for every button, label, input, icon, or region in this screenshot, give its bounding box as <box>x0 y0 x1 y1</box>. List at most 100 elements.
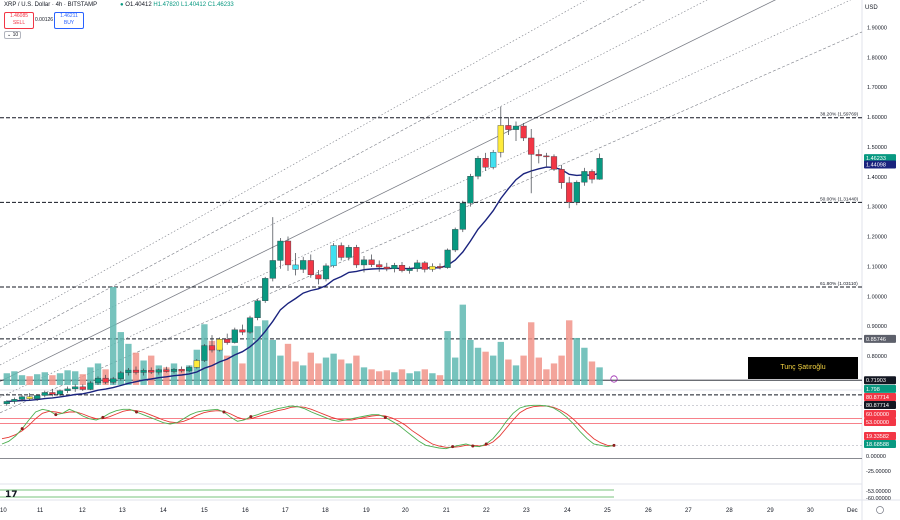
buy-label: BUY <box>63 20 75 26</box>
price-badge-label: 0.71903 <box>866 378 886 384</box>
volume-bar <box>186 365 193 385</box>
time-tick-label: 13 <box>119 508 126 514</box>
candle-body <box>315 274 322 280</box>
candle-body <box>307 260 314 275</box>
candle-body <box>467 176 474 204</box>
stoch-cross-marker <box>612 443 616 447</box>
author-watermark: Tunç Şatıroğlu <box>748 357 858 379</box>
volume-bar <box>269 339 276 385</box>
volume-bar <box>459 304 466 385</box>
candle-body <box>254 300 261 319</box>
candle-body <box>56 390 64 395</box>
time-tick-label: 19 <box>363 508 370 514</box>
candle-body <box>231 329 238 343</box>
stoch-axis-badge-label: 80.87714 <box>866 403 889 409</box>
interval-toggle[interactable]: ⌄ 10 <box>4 31 22 39</box>
candle-body <box>277 240 284 261</box>
time-tick-label: 17 <box>282 508 289 514</box>
time-tick-label: 14 <box>160 508 167 514</box>
stoch-axis-badge <box>864 432 896 440</box>
stoch-cross-marker <box>451 445 455 449</box>
candle-body <box>391 265 398 270</box>
volume-bar <box>391 372 398 385</box>
stoch-axis-badge <box>864 418 896 426</box>
candle-body <box>543 155 550 158</box>
volume-bar <box>444 331 451 385</box>
candle-body <box>140 370 147 373</box>
stoch-cross-marker <box>249 415 253 419</box>
volume-bar <box>360 367 368 385</box>
price-tick-label: 1.40000 <box>867 175 887 181</box>
candle-body <box>87 382 94 390</box>
candle-body <box>535 154 542 157</box>
candle-body <box>398 265 406 271</box>
volume-bar <box>41 372 48 385</box>
time-tick-label: 30 <box>807 508 814 514</box>
candle-body <box>102 377 109 383</box>
time-tick-label: 24 <box>564 508 571 514</box>
tradingview-logo-icon[interactable]: 𝟭𝟳 <box>5 489 18 499</box>
volume-bar <box>110 287 117 385</box>
candle-body <box>163 369 170 372</box>
volume-bar <box>231 345 238 385</box>
price-badge-label: 1.44098 <box>866 163 886 169</box>
price-tick-label: 1.20000 <box>867 235 887 241</box>
volume-bar <box>368 369 375 385</box>
settings-gear-icon <box>876 506 884 514</box>
candle-body <box>11 399 18 402</box>
buy-button[interactable]: 1.46211 BUY <box>54 12 84 29</box>
price-badge <box>864 160 896 169</box>
volume-bar <box>376 371 383 385</box>
interval-value: 10 <box>12 32 19 38</box>
candle-body <box>414 262 421 270</box>
time-tick-label: 21 <box>443 508 450 514</box>
volume-bar <box>520 355 527 385</box>
candle-body <box>429 266 436 270</box>
price-badge <box>864 376 896 385</box>
candle-body <box>436 266 444 268</box>
volume-bar <box>18 375 26 385</box>
stoch-axis-badge <box>864 410 896 418</box>
volume-bar <box>49 375 56 385</box>
time-tick-label: 22 <box>483 508 490 514</box>
volume-bar <box>3 373 10 385</box>
symbol-title: XRP / U.S. Dollar · 4h · BITSTAMP <box>4 2 98 8</box>
candle-body <box>208 345 216 351</box>
ohlc-readout: ● O1.40412 H1.47820 L1.40412 C1.46233 <box>120 2 234 8</box>
candle-body <box>239 329 246 333</box>
candle-body <box>444 249 451 268</box>
time-tick-label: 16 <box>242 508 249 514</box>
time-tick-label: 27 <box>685 508 692 514</box>
candle-body <box>330 245 337 267</box>
volume-bar <box>550 363 558 385</box>
candle-body <box>110 378 117 383</box>
volume-bar <box>505 359 512 385</box>
time-tick-label: 11 <box>37 508 44 514</box>
price-tick-label: 1.00000 <box>867 294 887 300</box>
volume-bar <box>292 361 299 385</box>
price-tick-label: 0.80000 <box>867 354 887 360</box>
candle-body <box>558 169 565 183</box>
stoch-cross-marker <box>484 442 488 446</box>
volume-bar <box>224 355 231 385</box>
volume-bar <box>125 343 132 385</box>
volume-bar <box>535 357 542 385</box>
candle-body <box>421 262 428 270</box>
volume-bar <box>94 363 102 385</box>
volume-bar <box>345 363 352 385</box>
candle-body <box>497 125 504 153</box>
volume-bar <box>497 341 504 385</box>
stoch-axis-badge-label: 60.00000 <box>866 412 889 418</box>
volume-bar <box>414 371 421 385</box>
buy-price: 1.46211 <box>60 13 78 19</box>
volume-bar <box>421 369 428 385</box>
volume-bar <box>26 376 33 385</box>
price-tick-label: 1.30000 <box>867 205 887 211</box>
candle-body <box>550 156 558 170</box>
stoch-axis-badge-label: 0.00000 <box>866 454 886 460</box>
candle-body <box>566 182 573 203</box>
candle-body <box>170 368 178 372</box>
sell-button[interactable]: 1.46085 SELL <box>4 12 34 29</box>
ema-line <box>6 166 600 403</box>
